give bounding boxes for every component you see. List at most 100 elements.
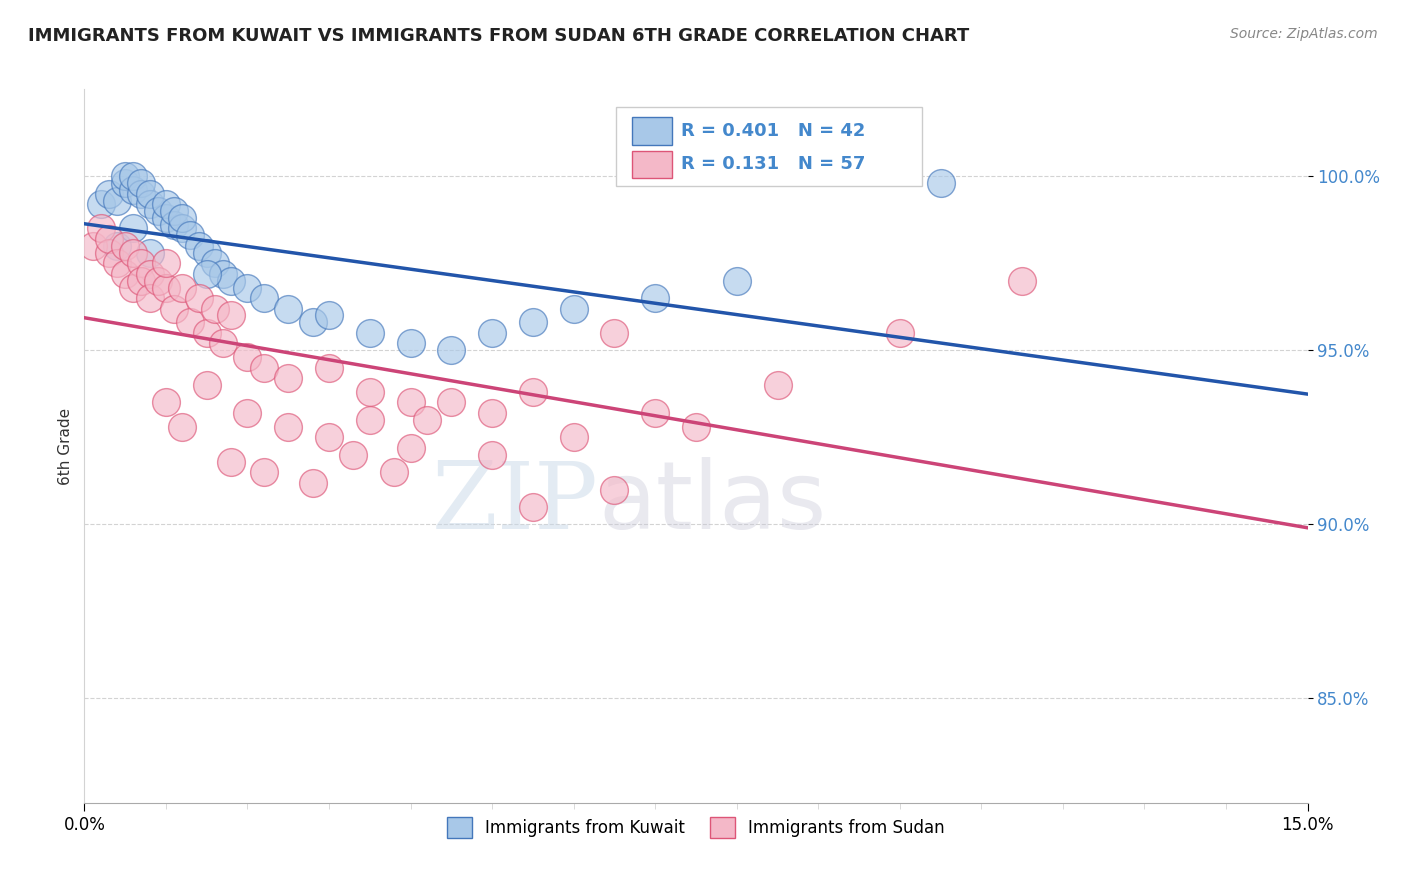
Point: [122, 221, 145, 235]
Point: [122, 169, 145, 184]
Point: [301, 475, 323, 490]
Point: [187, 291, 209, 305]
Y-axis label: 6th Grade: 6th Grade: [58, 408, 73, 484]
Point: [114, 176, 136, 190]
Point: [1011, 274, 1033, 288]
Point: [522, 500, 544, 514]
Point: [359, 385, 381, 400]
Point: [416, 413, 439, 427]
Point: [766, 378, 789, 392]
Point: [277, 371, 299, 385]
Point: [155, 197, 177, 211]
Point: [440, 395, 463, 409]
Point: [138, 186, 160, 201]
Point: [318, 360, 340, 375]
Point: [889, 326, 911, 340]
Point: [155, 280, 177, 294]
Point: [131, 186, 153, 201]
Point: [146, 204, 169, 219]
Point: [219, 309, 242, 323]
Point: [105, 194, 128, 208]
Point: [603, 326, 626, 340]
Point: [562, 430, 585, 444]
Point: [725, 274, 748, 288]
Point: [277, 420, 299, 434]
Point: [122, 183, 145, 197]
Point: [318, 430, 340, 444]
Point: [603, 483, 626, 497]
Point: [359, 326, 381, 340]
Point: [219, 274, 242, 288]
Point: [212, 336, 235, 351]
FancyBboxPatch shape: [633, 117, 672, 145]
Text: atlas: atlas: [598, 457, 827, 549]
Point: [195, 326, 218, 340]
Point: [399, 441, 422, 455]
Point: [929, 176, 952, 190]
Point: [122, 245, 145, 260]
Point: [253, 465, 276, 479]
Point: [131, 176, 153, 190]
Text: ZIP: ZIP: [432, 458, 598, 548]
Point: [212, 267, 235, 281]
Point: [122, 280, 145, 294]
Point: [236, 280, 259, 294]
Point: [114, 169, 136, 184]
Point: [138, 197, 160, 211]
Point: [318, 309, 340, 323]
Point: [82, 239, 104, 253]
Point: [301, 315, 323, 329]
Point: [195, 378, 218, 392]
Point: [138, 291, 160, 305]
Point: [146, 274, 169, 288]
Point: [277, 301, 299, 316]
Point: [90, 197, 112, 211]
Point: [163, 218, 186, 232]
Point: [204, 256, 226, 270]
Point: [172, 221, 194, 235]
Text: Source: ZipAtlas.com: Source: ZipAtlas.com: [1230, 27, 1378, 41]
Point: [644, 406, 666, 420]
Point: [204, 301, 226, 316]
Point: [399, 395, 422, 409]
Point: [172, 420, 194, 434]
Point: [155, 256, 177, 270]
Point: [163, 301, 186, 316]
Legend: Immigrants from Kuwait, Immigrants from Sudan: Immigrants from Kuwait, Immigrants from …: [440, 811, 952, 845]
Point: [97, 186, 120, 201]
Point: [399, 336, 422, 351]
Point: [481, 448, 503, 462]
Point: [253, 360, 276, 375]
Point: [163, 204, 186, 219]
Text: R = 0.401   N = 42: R = 0.401 N = 42: [682, 121, 866, 139]
Point: [172, 211, 194, 225]
Point: [179, 315, 201, 329]
Point: [105, 256, 128, 270]
Point: [522, 385, 544, 400]
Point: [114, 239, 136, 253]
Point: [481, 406, 503, 420]
Point: [155, 211, 177, 225]
Point: [90, 221, 112, 235]
Point: [219, 455, 242, 469]
Point: [236, 350, 259, 364]
Point: [114, 267, 136, 281]
Point: [382, 465, 405, 479]
Point: [187, 239, 209, 253]
Point: [155, 395, 177, 409]
Text: R = 0.131   N = 57: R = 0.131 N = 57: [682, 155, 866, 173]
Point: [138, 267, 160, 281]
Point: [342, 448, 364, 462]
Point: [440, 343, 463, 358]
Point: [522, 315, 544, 329]
Point: [481, 326, 503, 340]
Point: [562, 301, 585, 316]
Point: [172, 280, 194, 294]
Point: [236, 406, 259, 420]
Point: [131, 274, 153, 288]
FancyBboxPatch shape: [633, 151, 672, 178]
Point: [195, 267, 218, 281]
Point: [179, 228, 201, 243]
Point: [105, 239, 128, 253]
Point: [97, 232, 120, 246]
